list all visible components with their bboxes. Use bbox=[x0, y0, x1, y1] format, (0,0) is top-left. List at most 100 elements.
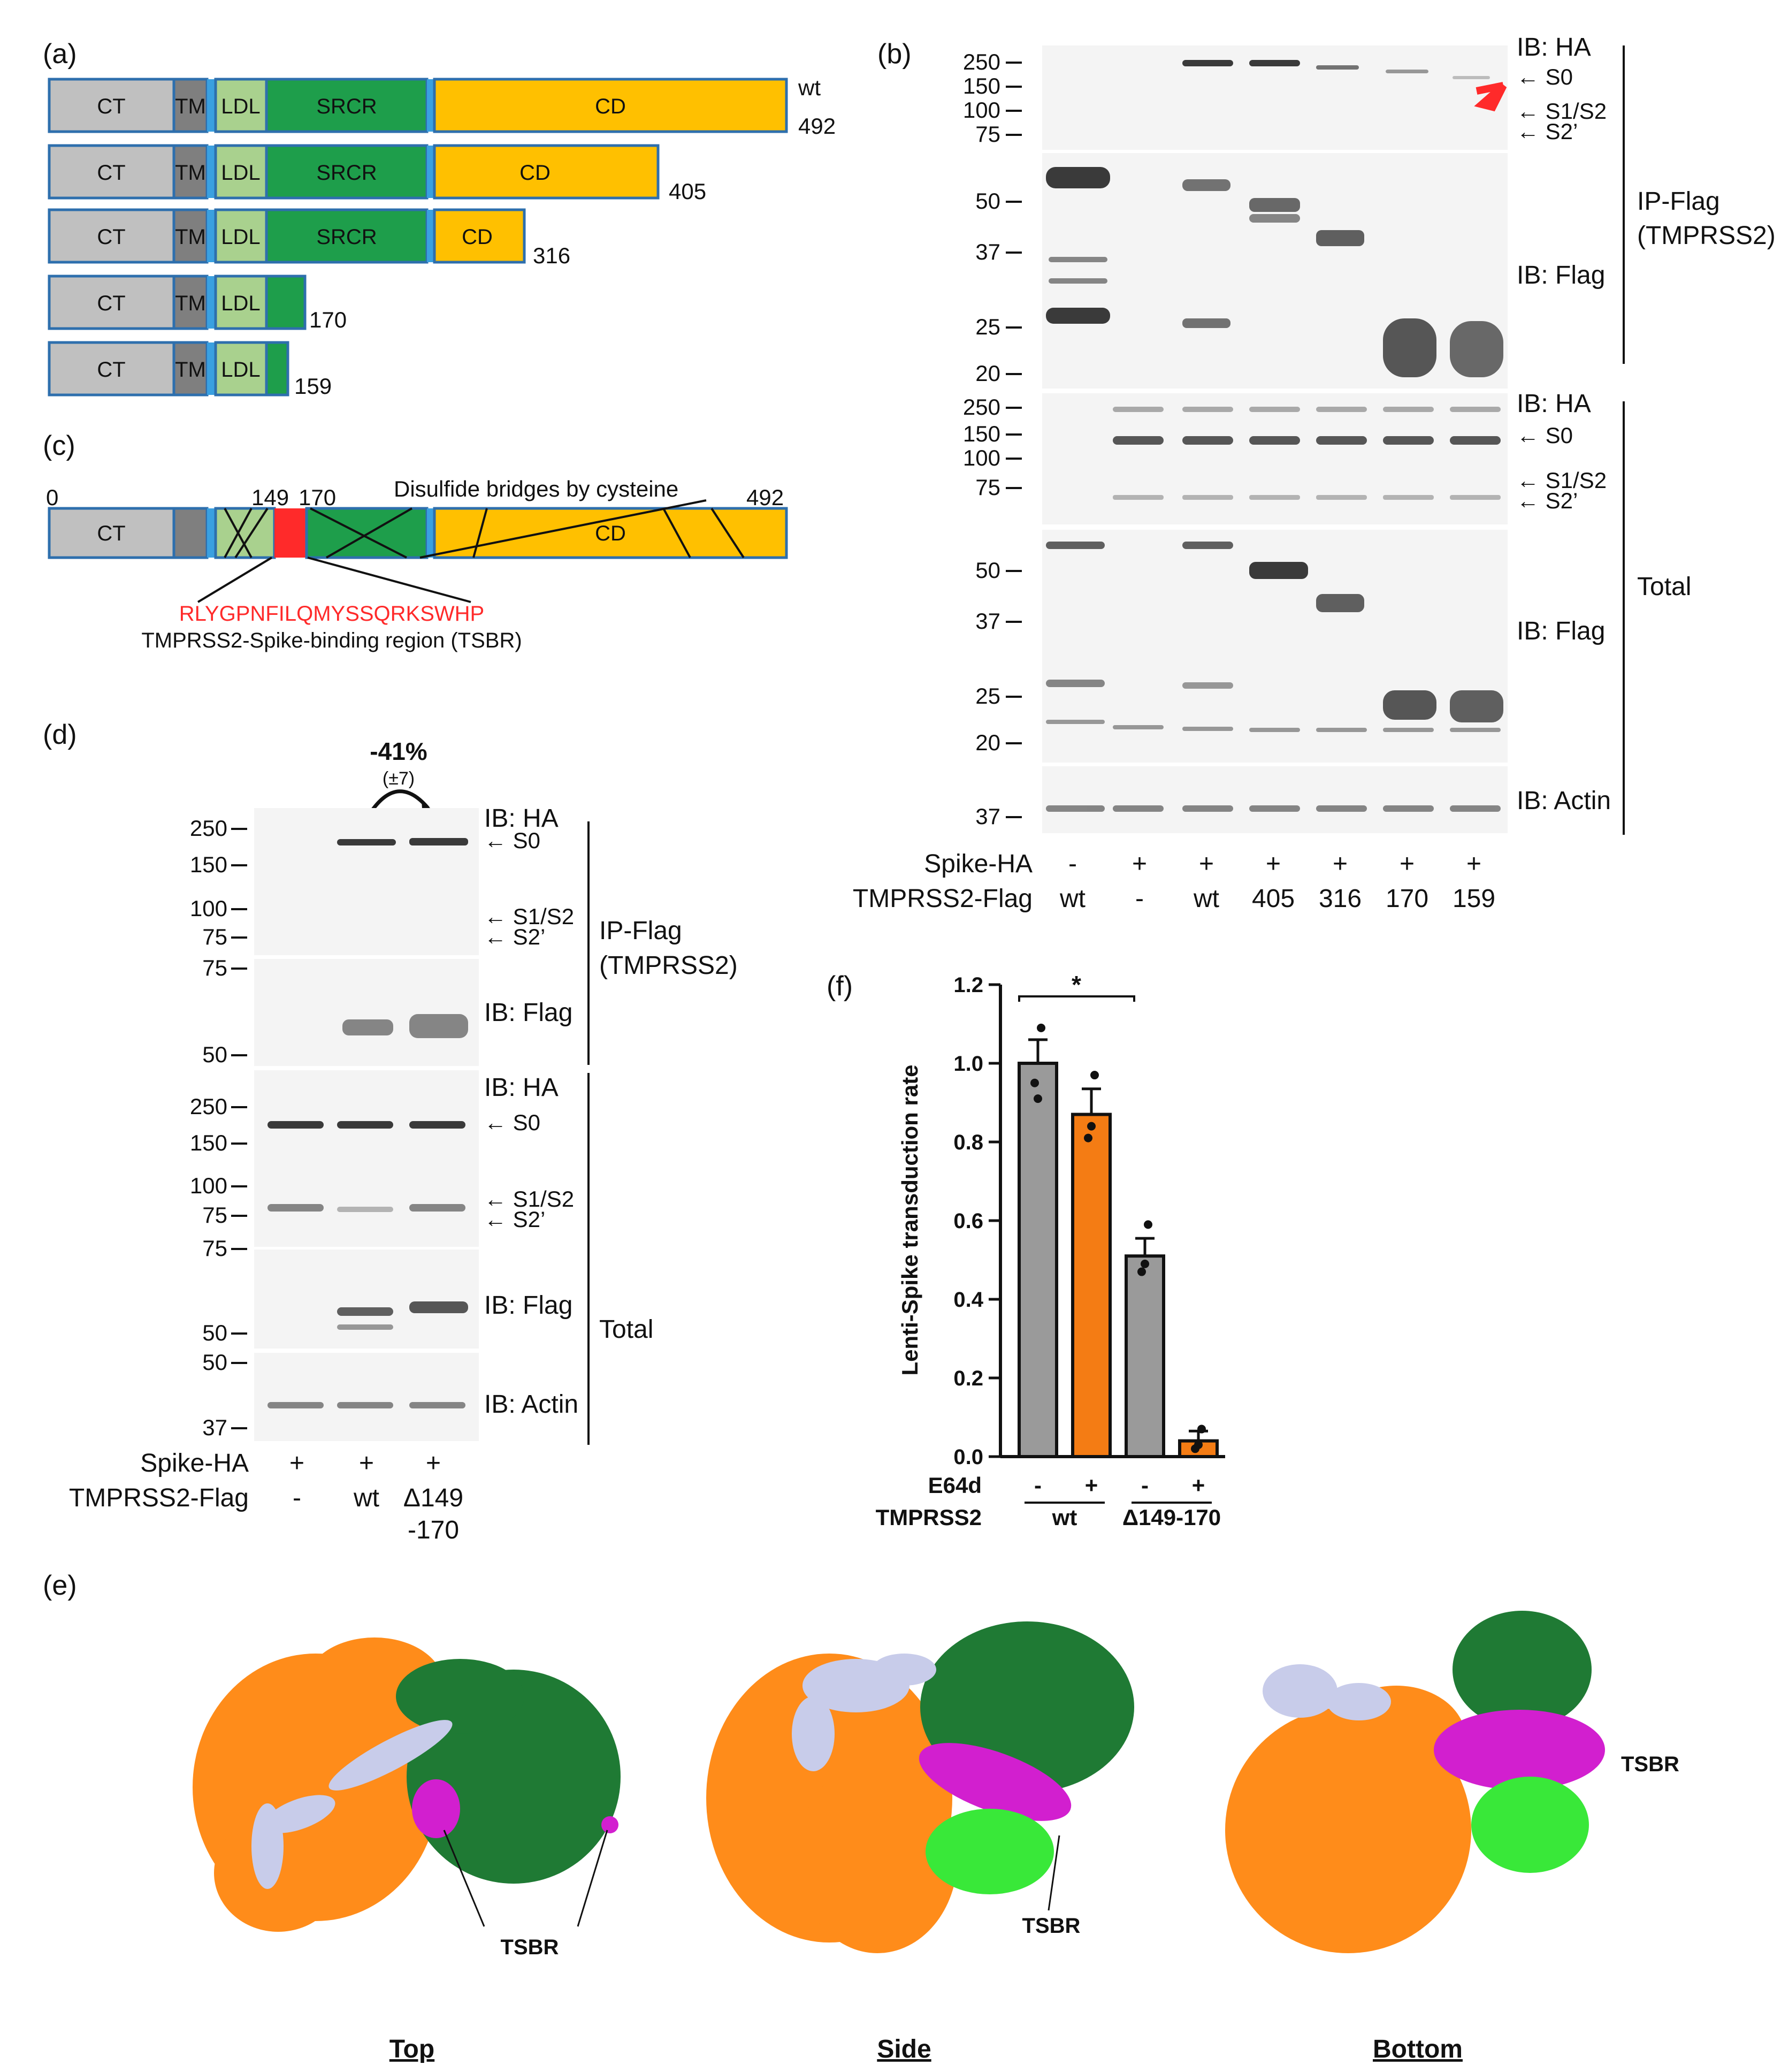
s0-label: ← S0 bbox=[484, 828, 540, 853]
bands-ip-ha bbox=[1182, 60, 1490, 79]
view-label: Top bbox=[389, 2035, 434, 2063]
mw-label: 20 bbox=[975, 361, 1000, 386]
mw-label: 37 bbox=[202, 1415, 227, 1440]
s2p-label-2: ← S2’ bbox=[484, 1207, 545, 1232]
structure-side: TSBR Side bbox=[706, 1621, 1134, 2063]
ldl-label: LDL bbox=[221, 358, 260, 382]
linker bbox=[427, 210, 434, 262]
mw-label: 20 bbox=[975, 730, 1000, 755]
ct-label: CT bbox=[97, 358, 125, 382]
lane-spike: + bbox=[1199, 850, 1214, 878]
mw-label: 250 bbox=[190, 816, 227, 841]
tsbr-region-side bbox=[919, 1743, 1072, 1821]
mw-label: 75 bbox=[975, 121, 1000, 147]
mw-label: 37 bbox=[975, 239, 1000, 264]
srcr-label: SRCR bbox=[316, 95, 377, 118]
data-point bbox=[1030, 1078, 1039, 1087]
mw-label: 75 bbox=[975, 475, 1000, 500]
bar bbox=[1071, 1113, 1112, 1459]
panel-f-chart: Lenti-Spike transduction rate 0.00.20.40… bbox=[876, 971, 1225, 1530]
mw-label: 50 bbox=[975, 558, 1000, 583]
group-label: Δ149-170 bbox=[1122, 1505, 1221, 1530]
construct-end: 159 bbox=[294, 374, 332, 399]
bands-actin bbox=[1046, 805, 1501, 812]
cd-label: CD bbox=[595, 522, 626, 545]
data-point bbox=[1034, 1094, 1042, 1103]
ct-label: CT bbox=[97, 95, 125, 118]
mw-label: 50 bbox=[202, 1042, 227, 1067]
linker bbox=[207, 146, 216, 198]
lane-tmprss2: 405 bbox=[1252, 885, 1295, 913]
domain-srcr bbox=[265, 144, 429, 200]
pos-170: 170 bbox=[299, 485, 336, 510]
total-label: Total bbox=[599, 1315, 653, 1344]
mw-label: 150 bbox=[190, 1130, 227, 1155]
tsbr-label: TSBR bbox=[1621, 1753, 1679, 1776]
ldl-label: LDL bbox=[221, 95, 260, 118]
construct-wt: CT TM LDL SRCR CD wt 492 bbox=[48, 75, 836, 139]
construct-316: CT TM LDL SRCR CD 316 bbox=[48, 208, 570, 268]
mw-label: 50 bbox=[202, 1350, 227, 1375]
ct-label: CT bbox=[97, 522, 125, 545]
spike-ha-row-label: Spike-HA bbox=[924, 850, 1033, 878]
blot-ip-flag bbox=[254, 959, 479, 1066]
spike-ha-row-label: Spike-HA bbox=[140, 1449, 249, 1477]
mw-label: 150 bbox=[190, 852, 227, 877]
panel-d-label: (d) bbox=[43, 719, 77, 750]
panel-d-blot: -41% (±7) 250 150 bbox=[69, 737, 738, 1544]
data-point bbox=[1194, 1440, 1203, 1449]
tsbr-callout-right bbox=[307, 557, 471, 603]
ldl-label: LDL bbox=[221, 292, 260, 315]
ct-tail bbox=[251, 1720, 453, 1889]
protease-domain bbox=[1225, 1686, 1471, 1953]
ct-label: CT bbox=[97, 161, 125, 185]
data-point bbox=[1087, 1122, 1096, 1131]
ib-flag2-label: IB: Flag bbox=[1517, 617, 1605, 645]
mw-label: 250 bbox=[963, 49, 1000, 74]
panel-e-structures: TSBR Top TSBR Side bbox=[193, 1611, 1679, 2063]
view-label: Side bbox=[877, 2035, 931, 2063]
lane-tmprss2: - bbox=[293, 1484, 301, 1512]
blot-total-ha bbox=[254, 1070, 479, 1247]
panel-b-label: (b) bbox=[877, 39, 912, 70]
construct-name: wt bbox=[798, 75, 821, 100]
s0-label: ← S0 bbox=[1517, 64, 1573, 89]
e64d-value: + bbox=[1192, 1473, 1205, 1498]
mw-label: 25 bbox=[975, 683, 1000, 709]
domain-tm bbox=[172, 507, 209, 559]
panel-c-label: (c) bbox=[43, 430, 75, 461]
mw-label: 25 bbox=[975, 314, 1000, 339]
mw-label: 50 bbox=[975, 188, 1000, 214]
domain-cd bbox=[433, 144, 660, 200]
ib-ha-label: IB: HA bbox=[1517, 33, 1591, 62]
mw-label: 37 bbox=[975, 804, 1000, 829]
y-tick-label: 0.6 bbox=[953, 1209, 983, 1233]
blot-ip-flag bbox=[1042, 153, 1508, 389]
y-tick-label: 1.2 bbox=[953, 973, 983, 997]
ib-ha2-label: IB: HA bbox=[1517, 390, 1591, 418]
mw-label: 250 bbox=[963, 394, 1000, 420]
lane-labels-d: + + + - wt Δ149 -170 bbox=[289, 1449, 463, 1544]
e64d-value: - bbox=[1034, 1473, 1042, 1498]
blot-actin bbox=[254, 1353, 479, 1441]
construct-end: 316 bbox=[533, 243, 570, 268]
mw-label: 75 bbox=[202, 1236, 227, 1261]
group-label: wt bbox=[1052, 1505, 1077, 1530]
ldl-label: LDL bbox=[221, 161, 260, 185]
mw-label: 150 bbox=[963, 73, 1000, 98]
structure-top: TSBR Top bbox=[193, 1637, 621, 2063]
panel-a-label: (a) bbox=[43, 39, 77, 70]
ct-label: CT bbox=[97, 292, 125, 315]
tmprss2-label: TMPRSS2 bbox=[876, 1505, 982, 1530]
significance-star: * bbox=[1072, 971, 1081, 999]
lane-tmprss2: wt bbox=[353, 1484, 379, 1512]
linker bbox=[207, 276, 216, 329]
tm-label: TM bbox=[175, 358, 206, 382]
ib-flag2-label: IB: Flag bbox=[484, 1291, 572, 1320]
linker bbox=[427, 146, 434, 198]
construct-end: 170 bbox=[309, 307, 347, 332]
panel-c-schematic: 0 149 170 492 Disulfide bridges by cyste… bbox=[46, 476, 788, 652]
domain-cd bbox=[433, 78, 788, 133]
ib-flag-label: IB: Flag bbox=[484, 999, 572, 1027]
